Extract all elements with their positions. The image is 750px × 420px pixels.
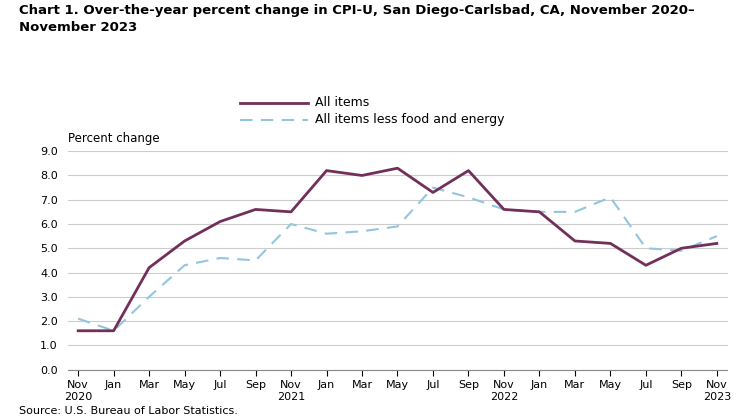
Line: All items less food and energy: All items less food and energy: [78, 188, 717, 331]
All items less food and energy: [393, 224, 402, 229]
All items less food and energy: [571, 209, 580, 214]
All items: [676, 246, 686, 251]
Text: All items: All items: [315, 97, 369, 109]
All items less food and energy: [358, 229, 367, 234]
Text: Source: U.S. Bureau of Labor Statistics.: Source: U.S. Bureau of Labor Statistics.: [19, 406, 238, 416]
All items: [571, 239, 580, 244]
All items: [641, 263, 650, 268]
Text: Chart 1. Over-the-year percent change in CPI-U, San Diego-Carlsbad, CA, November: Chart 1. Over-the-year percent change in…: [19, 4, 694, 34]
All items: [110, 328, 118, 333]
All items less food and energy: [74, 316, 82, 321]
All items: [500, 207, 508, 212]
All items less food and energy: [500, 207, 508, 212]
All items: [358, 173, 367, 178]
All items less food and energy: [535, 209, 544, 214]
All items less food and energy: [180, 263, 189, 268]
All items less food and energy: [322, 231, 331, 236]
All items less food and energy: [464, 195, 473, 200]
All items less food and energy: [215, 255, 224, 260]
Text: All items less food and energy: All items less food and energy: [315, 113, 505, 126]
All items: [393, 165, 402, 171]
All items less food and energy: [641, 246, 650, 251]
All items: [74, 328, 82, 333]
Line: All items: All items: [78, 168, 717, 331]
All items: [251, 207, 260, 212]
All items: [535, 209, 544, 214]
All items: [464, 168, 473, 173]
All items less food and energy: [712, 234, 722, 239]
All items less food and energy: [145, 294, 154, 299]
All items less food and energy: [286, 221, 296, 226]
All items: [428, 190, 437, 195]
All items: [606, 241, 615, 246]
All items: [180, 239, 189, 244]
All items less food and energy: [110, 328, 118, 333]
All items: [712, 241, 722, 246]
All items less food and energy: [676, 248, 686, 253]
All items: [322, 168, 331, 173]
All items less food and energy: [251, 258, 260, 263]
All items: [215, 219, 224, 224]
All items less food and energy: [606, 195, 615, 200]
All items: [145, 265, 154, 270]
All items less food and energy: [428, 185, 437, 190]
Text: Percent change: Percent change: [68, 132, 159, 145]
All items: [286, 209, 296, 214]
